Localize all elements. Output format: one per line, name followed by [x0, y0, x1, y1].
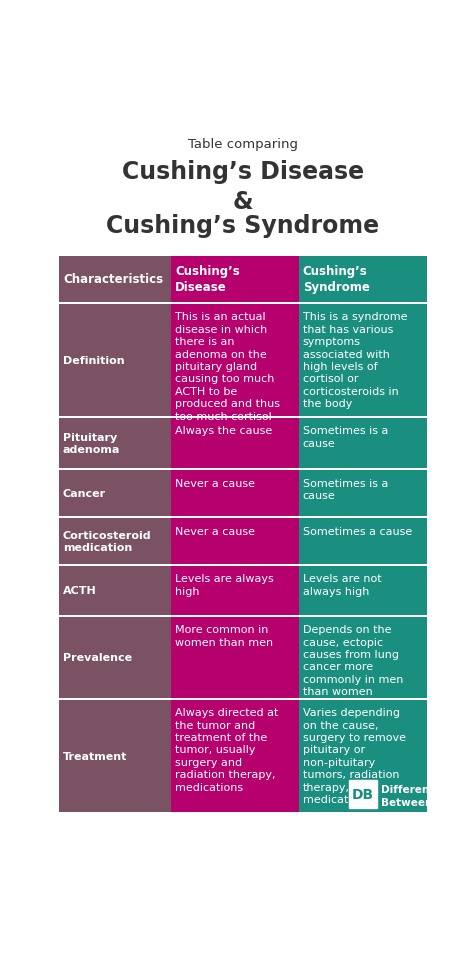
Bar	[299, 256, 427, 303]
Text: Characteristics: Characteristics	[63, 273, 163, 286]
Text: Varies depending
on the cause,
surgery to remove
pituitary or
non-pituitary
tumo: Varies depending on the cause, surgery t…	[303, 707, 406, 804]
Text: &: &	[233, 190, 253, 213]
Bar	[59, 418, 171, 469]
Bar	[349, 781, 377, 808]
Bar	[171, 471, 299, 517]
Text: Cushing’s
Syndrome: Cushing’s Syndrome	[303, 265, 370, 294]
Text: Between.net: Between.net	[381, 797, 456, 807]
Bar	[299, 418, 427, 469]
Text: Sometimes is a
cause: Sometimes is a cause	[303, 478, 388, 500]
Text: Depends on the
cause, ectopic
causes from lung
cancer more
commonly in men
than : Depends on the cause, ectopic causes fro…	[303, 624, 403, 697]
Text: Never a cause: Never a cause	[175, 478, 255, 488]
Text: Definition: Definition	[63, 355, 125, 366]
Text: Cushing’s Syndrome: Cushing’s Syndrome	[106, 213, 380, 237]
Bar	[171, 518, 299, 564]
Bar	[171, 700, 299, 812]
Text: Difference: Difference	[381, 783, 442, 794]
Text: Prevalence: Prevalence	[63, 653, 132, 662]
Text: Sometimes a cause: Sometimes a cause	[303, 526, 412, 536]
Bar	[299, 700, 427, 812]
Bar	[171, 418, 299, 469]
Bar	[171, 566, 299, 615]
Bar	[171, 305, 299, 416]
Bar	[171, 618, 299, 698]
Bar	[59, 518, 171, 564]
Text: Corticosteroid
medication: Corticosteroid medication	[63, 530, 152, 553]
Text: DB: DB	[352, 787, 374, 801]
Text: Sometimes is a
cause: Sometimes is a cause	[303, 426, 388, 448]
Bar	[299, 618, 427, 698]
Text: Levels are always
high: Levels are always high	[175, 574, 273, 596]
Bar	[59, 618, 171, 698]
Bar	[171, 256, 299, 303]
Text: Pituitary
adenoma: Pituitary adenoma	[63, 433, 120, 455]
Text: Table comparing: Table comparing	[188, 138, 298, 151]
Bar	[299, 305, 427, 416]
Text: ACTH: ACTH	[63, 586, 97, 596]
Text: Never a cause: Never a cause	[175, 526, 255, 536]
Bar	[299, 518, 427, 564]
Text: Levels are not
always high: Levels are not always high	[303, 574, 382, 596]
Text: Cancer: Cancer	[63, 489, 106, 498]
Bar	[299, 566, 427, 615]
Text: Always directed at
the tumor and
treatment of the
tumor, usually
surgery and
rad: Always directed at the tumor and treatme…	[175, 707, 278, 792]
Text: Always the cause: Always the cause	[175, 426, 272, 436]
Bar	[59, 305, 171, 416]
Bar	[59, 700, 171, 812]
Text: This is a syndrome
that has various
symptoms
associated with
high levels of
cort: This is a syndrome that has various symp…	[303, 313, 407, 409]
Text: Cushing’s Disease: Cushing’s Disease	[122, 160, 364, 184]
Text: Treatment: Treatment	[63, 751, 128, 761]
Bar	[299, 471, 427, 517]
Bar	[59, 471, 171, 517]
Text: Cushing’s
Disease: Cushing’s Disease	[175, 265, 240, 294]
Bar	[59, 256, 171, 303]
Text: More common in
women than men: More common in women than men	[175, 624, 273, 647]
Bar	[59, 566, 171, 615]
Text: This is an actual
disease in which
there is an
adenoma on the
pituitary gland
ca: This is an actual disease in which there…	[175, 313, 280, 421]
